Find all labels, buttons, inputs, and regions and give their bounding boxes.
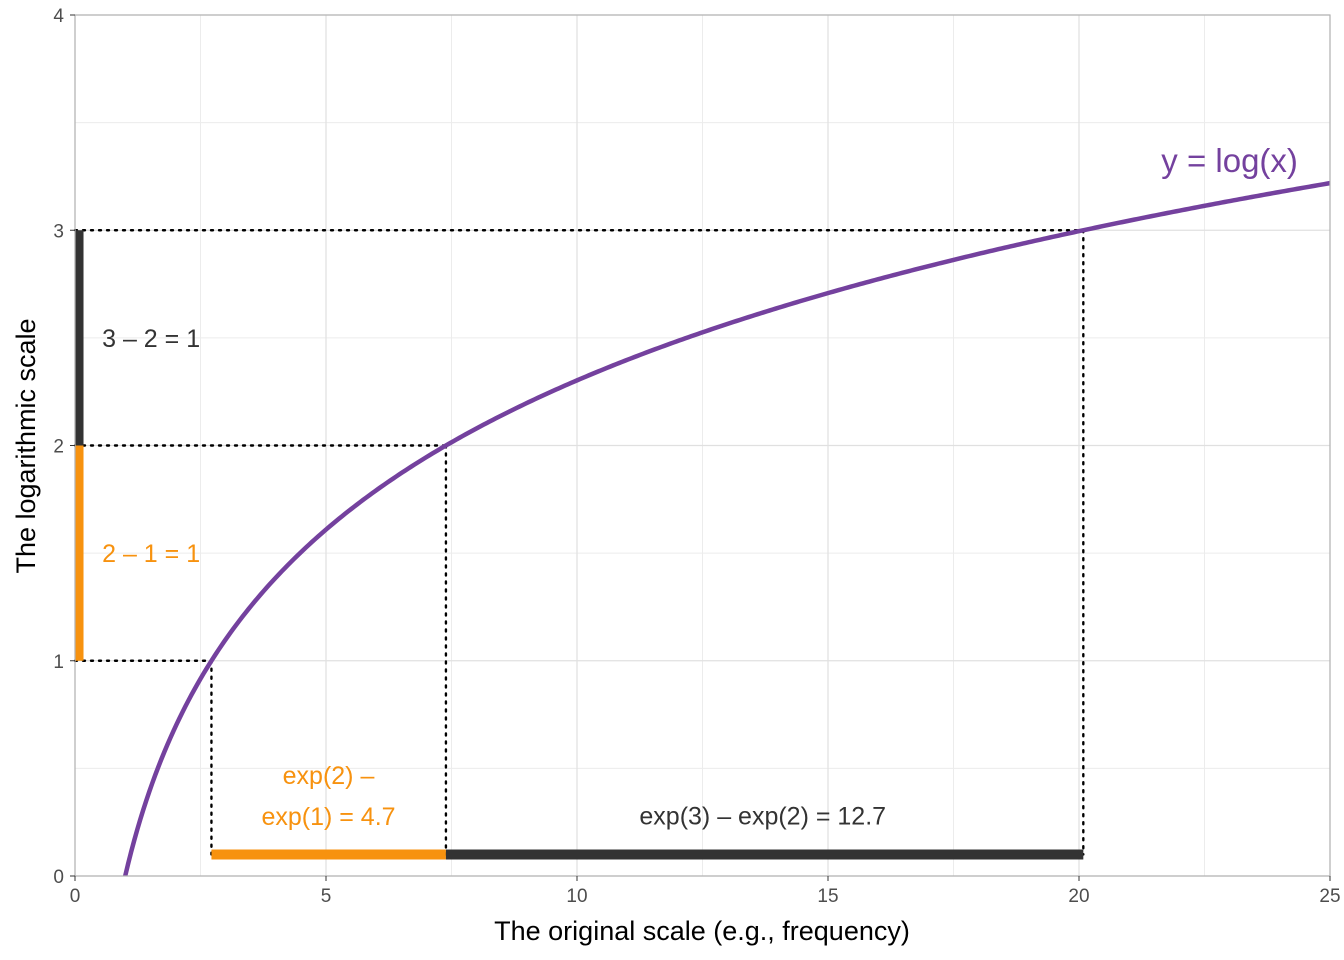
x-interval-label: exp(2) – — [283, 762, 375, 790]
y-tick-label: 2 — [53, 437, 64, 458]
y-interval-label: 3 – 2 = 1 — [102, 325, 200, 353]
y-tick-label: 4 — [53, 6, 64, 27]
x-axis-title: The original scale (e.g., frequency) — [494, 916, 910, 946]
curve-layer — [123, 180, 1331, 877]
segment-layer — [74, 230, 1084, 860]
x-tick-label: 5 — [321, 886, 332, 907]
label-layer: y = log(x) 2 – 1 = 1 3 – 2 = 1 exp(2) – exp(… — [102, 142, 1298, 831]
y-tick-label: 1 — [53, 652, 64, 673]
grid-layer — [74, 14, 1331, 877]
y-tick-label: 3 — [53, 221, 64, 242]
guide-layer — [73, 229, 1085, 856]
y-tick-label: 0 — [53, 867, 64, 888]
log-curve — [123, 180, 1331, 877]
curve-label: y = log(x) — [1161, 142, 1298, 179]
y-interval-label: 2 – 1 = 1 — [102, 540, 200, 568]
x-tick-label: 25 — [1319, 886, 1340, 907]
x-tick-label: 0 — [70, 886, 81, 907]
x-interval-label: exp(3) – exp(2) = 12.7 — [639, 803, 886, 831]
x-tick-label: 15 — [817, 886, 838, 907]
x-tick-label: 20 — [1068, 886, 1089, 907]
y-axis-title: The logarithmic scale — [11, 318, 41, 573]
axis-layer: 0 5 10 15 20 25 0 1 2 3 4 — [53, 6, 1340, 907]
x-tick-label: 10 — [566, 886, 587, 907]
x-interval-label: exp(1) = 4.7 — [261, 803, 395, 831]
